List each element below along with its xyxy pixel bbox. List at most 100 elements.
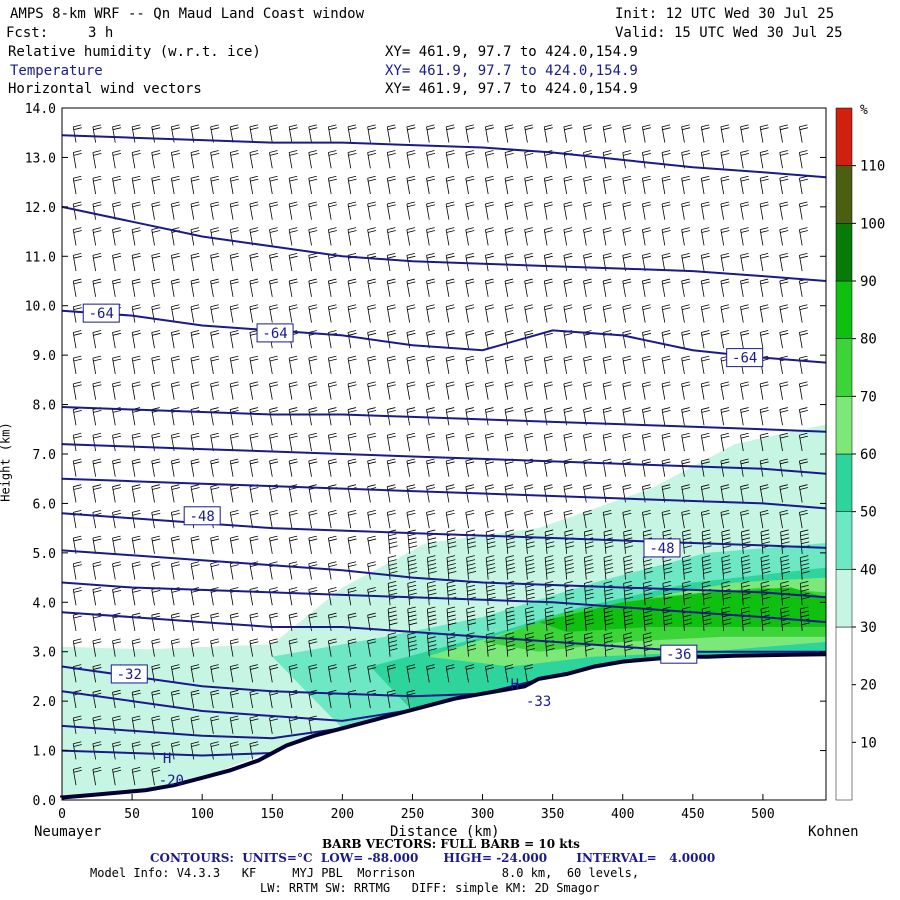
wind-barb bbox=[524, 509, 534, 529]
barb-feather bbox=[289, 561, 298, 565]
barb-feather bbox=[681, 458, 690, 462]
barb-feather bbox=[308, 587, 317, 590]
barb-feather bbox=[603, 201, 612, 205]
barb-feather bbox=[466, 461, 475, 465]
barb-feather bbox=[93, 204, 102, 208]
barb-feather bbox=[564, 358, 573, 362]
barb-feather bbox=[309, 127, 318, 131]
barb-feather bbox=[800, 537, 810, 541]
wind-barb bbox=[583, 355, 593, 374]
barb-feather bbox=[642, 381, 651, 385]
barb-feather bbox=[661, 227, 671, 231]
barb-feather bbox=[661, 175, 671, 179]
barb-feather bbox=[73, 230, 82, 233]
barb-feather bbox=[308, 612, 317, 616]
barb-feather bbox=[269, 355, 278, 359]
barb-feather bbox=[721, 461, 730, 465]
wind-barb bbox=[641, 124, 651, 143]
barb-feather bbox=[409, 648, 418, 651]
barb-feather bbox=[760, 330, 769, 333]
barb-feather bbox=[428, 541, 437, 545]
barb-feather bbox=[740, 435, 750, 439]
barb-feather bbox=[467, 622, 477, 626]
wind-barb bbox=[210, 201, 220, 220]
wind-barb bbox=[623, 555, 634, 580]
barb-feather bbox=[112, 487, 122, 490]
barb-feather bbox=[603, 381, 612, 385]
barb-feather bbox=[250, 667, 259, 670]
barb-feather bbox=[347, 407, 357, 410]
barb-feather bbox=[171, 689, 180, 693]
wind-barb bbox=[484, 509, 494, 529]
barb-feather bbox=[467, 567, 476, 570]
barb-feather bbox=[524, 304, 533, 308]
x-axis-label: Distance (km) bbox=[390, 824, 500, 840]
barb-feather bbox=[428, 567, 437, 570]
x-tick-label: 150 bbox=[261, 807, 284, 822]
barb-feather bbox=[250, 204, 259, 208]
barb-feather bbox=[583, 458, 592, 462]
colorbar-tick-label: 70 bbox=[860, 389, 877, 405]
barb-feather bbox=[642, 432, 651, 436]
barb-feather bbox=[269, 278, 278, 282]
wind-barb bbox=[465, 278, 475, 297]
wind-barb bbox=[229, 175, 239, 195]
barb-feather bbox=[585, 648, 594, 651]
barb-feather bbox=[347, 124, 357, 128]
wind-barb bbox=[151, 175, 161, 195]
barb-feather bbox=[683, 596, 692, 600]
barb-feather bbox=[799, 307, 808, 310]
barb-feather bbox=[701, 255, 710, 259]
wind-barb bbox=[406, 175, 416, 195]
colorbar-bin-110 bbox=[835, 107, 853, 166]
wind-barb bbox=[367, 587, 377, 606]
colorbar-tick-label: 60 bbox=[860, 447, 877, 463]
wind-barb bbox=[681, 252, 691, 272]
barb-feather bbox=[92, 252, 101, 256]
barb-feather bbox=[485, 332, 494, 336]
barb-feather bbox=[308, 175, 317, 179]
barb-feather bbox=[249, 175, 258, 179]
barb-feather bbox=[269, 461, 279, 465]
barb-feather bbox=[720, 175, 729, 179]
barb-feather bbox=[289, 692, 298, 696]
barb-feather bbox=[603, 152, 612, 156]
barb-feather bbox=[309, 410, 318, 413]
wind-barb bbox=[720, 458, 730, 477]
barb-feather bbox=[702, 537, 711, 541]
barb-feather bbox=[249, 664, 258, 667]
barb-feather bbox=[152, 589, 161, 593]
wind-barb bbox=[386, 201, 396, 220]
barb-feather bbox=[504, 150, 514, 153]
wind-barb bbox=[112, 561, 122, 580]
barb-feather bbox=[230, 124, 239, 128]
barb-feather bbox=[720, 278, 729, 282]
barb-feather bbox=[663, 584, 672, 588]
barb-feather bbox=[190, 484, 200, 488]
barb-feather bbox=[428, 592, 437, 596]
barb-feather bbox=[73, 355, 82, 359]
barb-feather bbox=[328, 152, 337, 156]
wind-barb bbox=[92, 509, 102, 529]
barb-feather bbox=[683, 563, 692, 566]
barb-feather bbox=[524, 175, 533, 179]
barb-feather bbox=[701, 407, 710, 410]
barb-feather bbox=[348, 178, 357, 182]
wind-barb bbox=[484, 252, 494, 272]
wind-barb bbox=[505, 606, 516, 631]
barb-feather bbox=[92, 689, 101, 693]
barb-feather bbox=[151, 741, 160, 745]
x-tick-label: 100 bbox=[190, 807, 213, 822]
barb-feather bbox=[584, 614, 594, 618]
barb-feather bbox=[722, 537, 731, 541]
wind-barb bbox=[622, 175, 632, 195]
barb-feather bbox=[426, 381, 435, 385]
barb-feather bbox=[643, 580, 652, 584]
wind-barb bbox=[288, 561, 298, 580]
barb-feather bbox=[485, 281, 494, 285]
wind-barb bbox=[170, 561, 180, 580]
barb-feather bbox=[544, 484, 553, 488]
wind-barb bbox=[249, 484, 259, 503]
barb-feather bbox=[703, 596, 712, 600]
x-tick-label: 300 bbox=[471, 807, 494, 822]
